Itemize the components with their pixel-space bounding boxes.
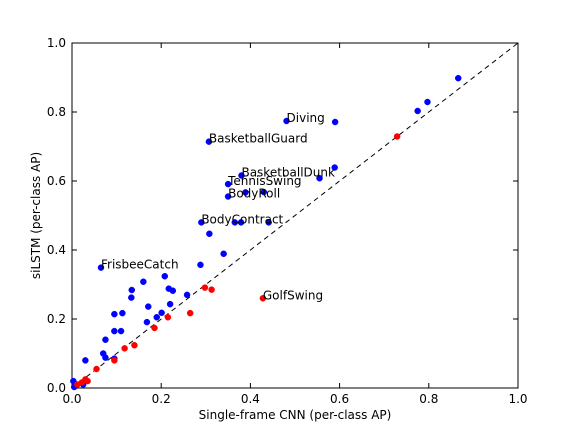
x-tick-label: 0.6 <box>330 392 349 406</box>
data-point <box>224 193 232 200</box>
data-point <box>265 219 272 226</box>
data-point <box>454 74 462 82</box>
data-point <box>393 133 401 140</box>
data-point <box>97 264 105 271</box>
point-annotation: BodyContract <box>201 212 283 226</box>
axis-ticks: 0.0 0.2 0.4 0.6 0.8 1.0 0.0 0.2 0.4 0.6 0.8 1.0 <box>47 36 528 406</box>
y-tick-label: 0.4 <box>47 243 66 257</box>
data-point <box>153 314 160 321</box>
x-tick-label: 0.8 <box>419 392 438 406</box>
data-point <box>145 303 152 310</box>
data-point <box>84 377 91 385</box>
point-annotation: TennisSwing <box>227 174 301 188</box>
data-point <box>111 357 118 364</box>
data-point <box>128 294 135 301</box>
x-tick-label: 0.0 <box>62 392 81 406</box>
data-point <box>161 272 169 280</box>
x-tick-label: 0.2 <box>152 392 171 406</box>
data-point <box>74 381 81 388</box>
data-point <box>198 219 205 226</box>
data-point <box>283 117 290 125</box>
diagonal-reference-line <box>71 42 519 389</box>
data-point <box>151 324 158 332</box>
point-annotation: FrisbeeCatch <box>101 258 179 272</box>
data-point <box>259 295 267 302</box>
x-axis-label: Single-frame CNN (per-class AP) <box>199 408 392 422</box>
data-point <box>238 172 245 179</box>
data-point <box>117 327 125 335</box>
data-point <box>131 341 138 349</box>
y-tick-label: 0.6 <box>47 174 66 188</box>
data-point <box>121 345 128 352</box>
data-point <box>201 284 209 291</box>
data-point <box>237 219 245 226</box>
blue-series <box>70 74 462 391</box>
data-point <box>158 309 165 317</box>
data-point <box>93 365 100 373</box>
red-series <box>74 133 401 388</box>
data-point <box>164 314 172 321</box>
data-point <box>111 310 118 318</box>
x-tick-label: 1.0 <box>508 392 527 406</box>
data-point <box>82 357 89 364</box>
y-tick-label: 1.0 <box>47 36 66 50</box>
point-annotation: BasketballGuard <box>209 132 308 146</box>
data-point <box>186 309 194 317</box>
data-point <box>220 250 227 258</box>
data-point <box>166 300 174 308</box>
data-point <box>224 180 232 188</box>
data-point <box>102 354 109 361</box>
data-point <box>140 278 147 285</box>
data-point <box>206 230 213 238</box>
data-point <box>183 291 191 299</box>
y-tick-label: 0.2 <box>47 312 66 326</box>
y-tick-label: 0.8 <box>47 105 66 119</box>
y-axis-label: siLSTM (per-class AP) <box>29 152 43 279</box>
data-point <box>242 189 249 196</box>
data-point <box>119 309 126 317</box>
data-point <box>331 118 339 126</box>
point-annotations: Diving BasketballGuard BasketballDunkTenni… <box>101 111 335 302</box>
data-points <box>70 74 462 391</box>
point-annotation: BasketballDunk <box>241 165 335 179</box>
data-point <box>169 287 177 294</box>
data-point <box>143 318 151 326</box>
data-point <box>111 327 118 335</box>
y-tick-label: 0.0 <box>47 381 66 395</box>
data-point <box>205 138 213 145</box>
point-annotation: GolfSwing <box>263 288 323 302</box>
point-annotation: BodyRoll <box>228 187 280 201</box>
data-point <box>414 107 421 115</box>
data-point <box>260 188 268 196</box>
data-point <box>424 98 431 106</box>
data-point <box>128 286 136 294</box>
x-tick-label: 0.4 <box>241 392 260 406</box>
point-annotation: Diving <box>287 111 325 125</box>
data-point <box>197 261 204 269</box>
data-point <box>208 286 215 293</box>
data-point <box>331 164 338 171</box>
data-point <box>316 174 323 182</box>
data-point <box>102 336 109 343</box>
